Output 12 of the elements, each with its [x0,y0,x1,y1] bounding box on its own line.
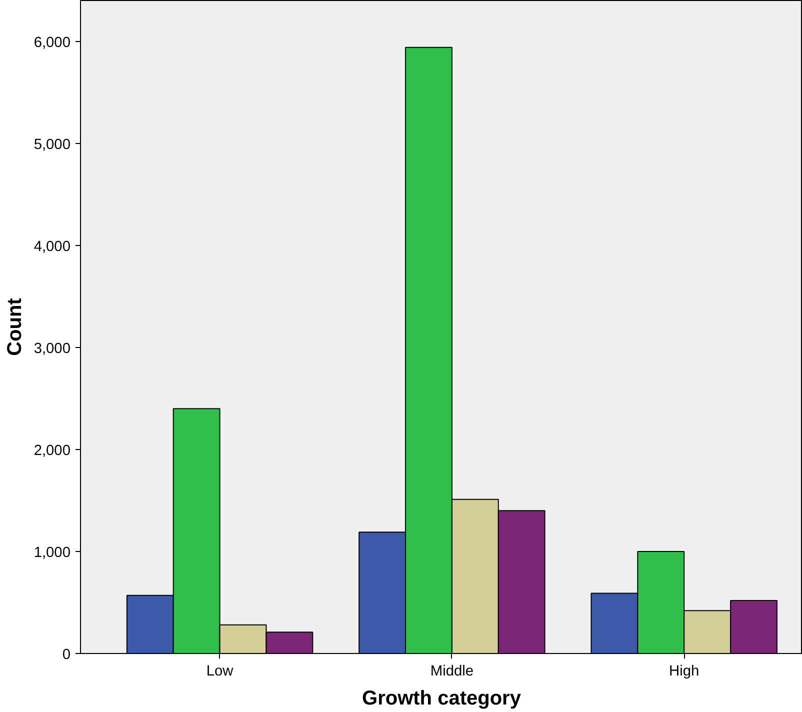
y-tick-label: 4,000 [34,238,71,255]
x-axis-title: Growth category [362,688,522,710]
y-tick-label: 2,000 [34,442,71,459]
y-tick-label: 1,000 [34,544,71,561]
x-tick-label: Low [206,664,234,680]
x-tick-label: High [669,664,700,680]
y-axis-title: Count [4,298,26,356]
y-tick-label: 6,000 [34,34,71,51]
y-tick-label: 3,000 [34,340,71,357]
y-tick-label: 0 [62,647,71,663]
y-tick-label: 5,000 [34,136,71,153]
x-tick-label: Middle [430,664,474,680]
